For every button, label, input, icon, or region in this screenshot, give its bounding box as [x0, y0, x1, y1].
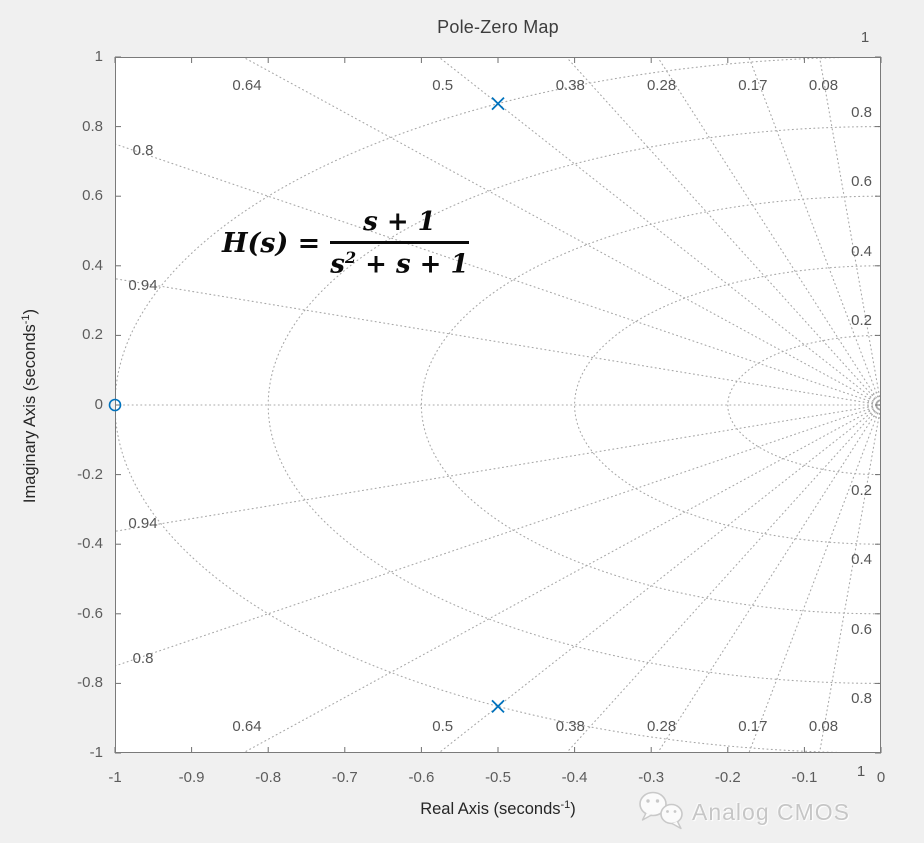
damping-line — [115, 404, 881, 667]
damping-line — [657, 404, 881, 753]
damping-line — [565, 57, 881, 406]
damping-line — [115, 143, 881, 406]
damping-line — [748, 57, 881, 406]
pole-marker[interactable] — [491, 96, 505, 111]
zero-marker[interactable] — [108, 398, 122, 412]
damping-line — [657, 57, 881, 406]
wechat-icon — [639, 791, 683, 830]
formula-numerator: s + 1 — [330, 207, 469, 244]
sgrid — [115, 57, 881, 753]
pole-zero-markers — [108, 96, 505, 714]
plot-canvas — [108, 56, 882, 754]
natural-frequency-circle — [267, 126, 881, 684]
damping-line — [818, 404, 881, 753]
natural-frequency-circle — [420, 195, 881, 615]
damping-line — [115, 278, 881, 406]
formula-fraction: s + 1 s2 + s + 1 — [330, 207, 469, 280]
damping-line — [242, 57, 881, 406]
plot-area[interactable] — [108, 56, 882, 754]
damping-line — [242, 404, 881, 753]
watermark-label: Analog CMOS — [692, 798, 851, 825]
axes-box — [115, 57, 881, 753]
damping-line — [438, 404, 881, 753]
bottom-margin — [0, 843, 924, 854]
watermark: Analog CMOS — [638, 790, 850, 834]
damping-line — [115, 404, 881, 532]
x-axis-label: Real Axis (seconds-1) — [420, 799, 576, 818]
damping-line — [818, 57, 881, 406]
formula-denominator: s2 + s + 1 — [330, 248, 469, 280]
formula-lhs: H(s) = — [222, 227, 321, 259]
x-axis-label-superscript: -1 — [560, 799, 571, 811]
y-axis-label: Imaginary Axis (seconds-1) — [20, 308, 39, 504]
y-axis-label-superscript: -1 — [20, 314, 32, 325]
damping-line — [565, 404, 881, 753]
pole-marker[interactable] — [491, 699, 505, 714]
chart-title: Pole-Zero Map — [437, 17, 559, 37]
formula-denominator-exponent: 2 — [344, 248, 357, 267]
damping-line — [438, 57, 881, 406]
transfer-function-annotation: H(s) = s + 1 s2 + s + 1 — [222, 207, 469, 280]
damping-line — [748, 404, 881, 753]
